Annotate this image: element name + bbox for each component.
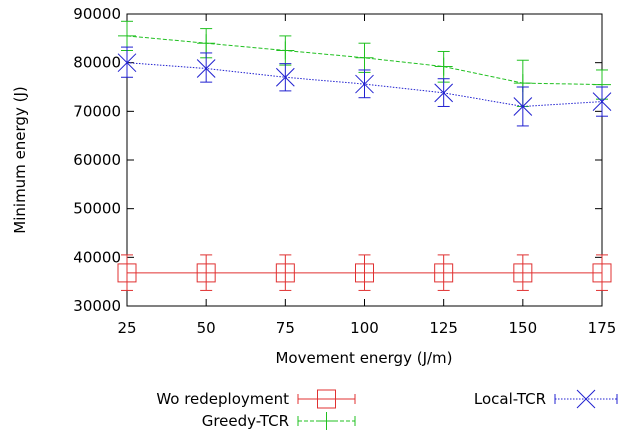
- legend-label: Greedy-TCR: [202, 412, 289, 430]
- data-point: [434, 57, 453, 76]
- x-tick-label: 175: [588, 319, 617, 337]
- x-tick-label: 50: [197, 319, 216, 337]
- legend-marker: [576, 389, 596, 409]
- error-bar: [200, 254, 213, 291]
- x-tick-label: 75: [276, 319, 295, 337]
- y-tick-label: 50000: [73, 200, 121, 218]
- y-tick-label: 80000: [73, 54, 121, 72]
- y-tick-label: 70000: [73, 102, 121, 120]
- data-point: [197, 34, 216, 53]
- data-point: [434, 263, 454, 283]
- x-tick-label: 25: [117, 319, 136, 337]
- data-point: [117, 53, 137, 73]
- y-axis: 30000 40000 50000 60000 70000 80000 90000: [73, 5, 602, 315]
- legend-label: Wo redeployment: [156, 390, 289, 408]
- error-bar: [596, 254, 608, 291]
- data-point: [196, 59, 216, 78]
- data-point: [513, 97, 533, 116]
- legend-marker: [317, 412, 336, 430]
- legend-entry: Greedy-TCR: [202, 412, 356, 430]
- error-bar: [358, 254, 371, 291]
- legend: Wo redeployment Greedy-TCR Local-TCR: [156, 389, 618, 430]
- data-point: [276, 41, 295, 60]
- legend-marker: [317, 389, 336, 409]
- data-point: [513, 263, 533, 283]
- x-tick-label: 150: [509, 319, 538, 337]
- x-tick-label: 100: [350, 319, 379, 337]
- error-bar: [200, 52, 213, 83]
- x-axis-label: Movement energy (J/m): [275, 349, 452, 367]
- y-tick-label: 40000: [73, 248, 121, 266]
- data-point: [592, 263, 612, 283]
- y-tick-label: 30000: [73, 297, 121, 315]
- legend-label: Local-TCR: [474, 390, 546, 408]
- y-tick-label: 60000: [73, 151, 121, 169]
- data-point: [434, 83, 454, 103]
- series-layer: [117, 20, 612, 291]
- error-bar: [516, 254, 529, 291]
- data-point: [355, 263, 374, 283]
- data-point: [275, 263, 295, 283]
- data-point: [592, 92, 612, 111]
- error-bar: [121, 254, 133, 291]
- data-point: [196, 263, 216, 283]
- data-point: [117, 263, 137, 283]
- data-point: [355, 48, 374, 67]
- series-square: [117, 254, 612, 291]
- y-tick-label: 90000: [73, 5, 121, 23]
- data-point: [118, 26, 136, 45]
- series-x: [117, 46, 612, 127]
- x-tick-label: 125: [429, 319, 458, 337]
- x-axis: 25 50 75 100 125 150 175: [117, 14, 616, 337]
- legend-entry: Local-TCR: [474, 389, 618, 409]
- legend-entry: Wo redeployment: [156, 389, 356, 409]
- data-point: [275, 67, 295, 87]
- data-point: [355, 74, 374, 94]
- error-bar: [279, 254, 292, 291]
- error-bar: [437, 254, 450, 291]
- y-axis-label: Minimum energy (J): [11, 86, 29, 233]
